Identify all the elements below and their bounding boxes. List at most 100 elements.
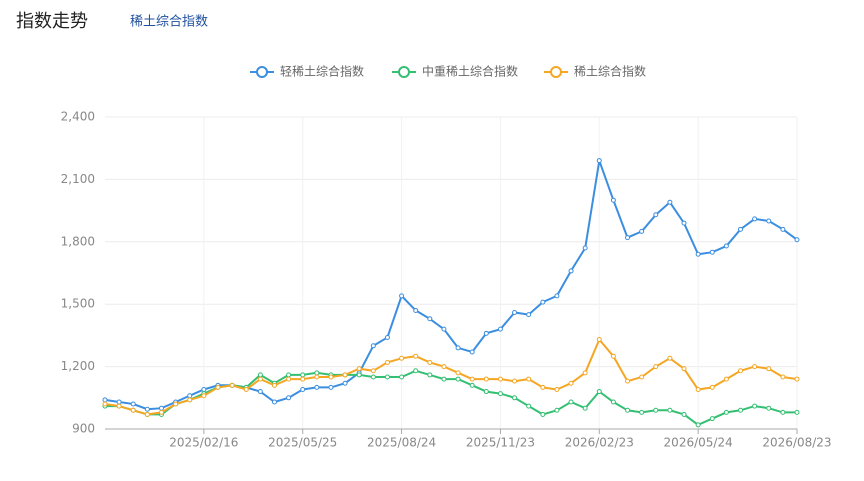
series-line	[105, 369, 797, 426]
point	[399, 293, 405, 299]
series-line	[104, 160, 798, 411]
y-tick-label: 1,500	[61, 297, 95, 311]
point	[667, 199, 673, 205]
x-tick-label: 2025/05/25	[268, 436, 337, 450]
point	[596, 158, 602, 164]
point	[709, 384, 715, 390]
point	[328, 384, 334, 390]
legend-marker	[256, 66, 268, 78]
point	[653, 212, 659, 218]
point	[455, 370, 461, 376]
point	[427, 316, 433, 322]
legend-label: 稀土综合指数	[574, 64, 646, 79]
point	[300, 372, 306, 378]
point	[780, 409, 786, 415]
point	[356, 366, 362, 372]
point	[582, 370, 588, 376]
point	[286, 376, 292, 382]
point	[667, 355, 673, 361]
x-tick-label: 2026/08/23	[762, 436, 831, 450]
point	[370, 368, 376, 374]
series-line	[104, 337, 798, 416]
point	[342, 380, 348, 386]
point	[201, 393, 207, 399]
point	[413, 368, 419, 374]
point	[300, 376, 306, 382]
point	[271, 399, 277, 405]
point	[610, 399, 616, 405]
point	[455, 376, 461, 382]
x-tick-label: 2026/05/24	[664, 436, 733, 450]
page-title: 指数走势	[16, 11, 88, 32]
point	[384, 359, 390, 365]
tab[interactable]: 稀土综合指数	[130, 15, 208, 30]
point	[723, 409, 729, 415]
point	[314, 370, 320, 376]
legend-label: 中重稀土综合指数	[422, 64, 518, 79]
point	[187, 397, 193, 403]
point	[738, 226, 744, 232]
point	[328, 374, 334, 380]
point	[413, 307, 419, 313]
point	[681, 411, 687, 417]
point	[243, 386, 249, 392]
point	[286, 395, 292, 401]
point	[596, 337, 602, 343]
point	[752, 364, 758, 370]
point	[752, 403, 758, 409]
point	[554, 386, 560, 392]
point	[384, 334, 390, 340]
point	[483, 330, 489, 336]
point	[497, 391, 503, 397]
x-tick-label: 2026/02/23	[565, 436, 634, 450]
point	[596, 389, 602, 395]
point	[625, 378, 631, 384]
point	[582, 405, 588, 411]
point	[639, 409, 645, 415]
point	[695, 386, 701, 392]
point	[766, 218, 772, 224]
point	[568, 268, 574, 274]
point	[794, 376, 800, 382]
legend-label: 轻稀土综合指数	[280, 64, 364, 79]
point	[370, 343, 376, 349]
point	[116, 403, 122, 409]
point	[695, 422, 701, 428]
point	[794, 409, 800, 415]
point	[286, 372, 292, 378]
point	[639, 374, 645, 380]
y-tick-label: 1,200	[61, 359, 95, 373]
point	[497, 376, 503, 382]
point	[540, 299, 546, 305]
x-tick-label: 2025/02/16	[169, 436, 238, 450]
point	[356, 372, 362, 378]
point	[794, 237, 800, 243]
point	[723, 376, 729, 382]
point	[667, 407, 673, 413]
point	[610, 197, 616, 203]
point	[441, 326, 447, 332]
point	[625, 407, 631, 413]
point	[625, 235, 631, 241]
point	[780, 374, 786, 380]
point	[752, 216, 758, 222]
point	[215, 384, 221, 390]
point	[342, 372, 348, 378]
point	[568, 380, 574, 386]
point	[526, 312, 532, 318]
point	[709, 416, 715, 422]
point	[427, 359, 433, 365]
x-tick-label: 2025/11/23	[466, 436, 535, 450]
point	[780, 226, 786, 232]
point	[681, 366, 687, 372]
y-tick-label: 900	[72, 422, 95, 436]
point	[512, 395, 518, 401]
point	[158, 405, 164, 411]
point	[582, 245, 588, 251]
point	[173, 401, 179, 407]
point	[370, 374, 376, 380]
y-tick-label: 2,100	[61, 172, 95, 186]
point	[441, 364, 447, 370]
